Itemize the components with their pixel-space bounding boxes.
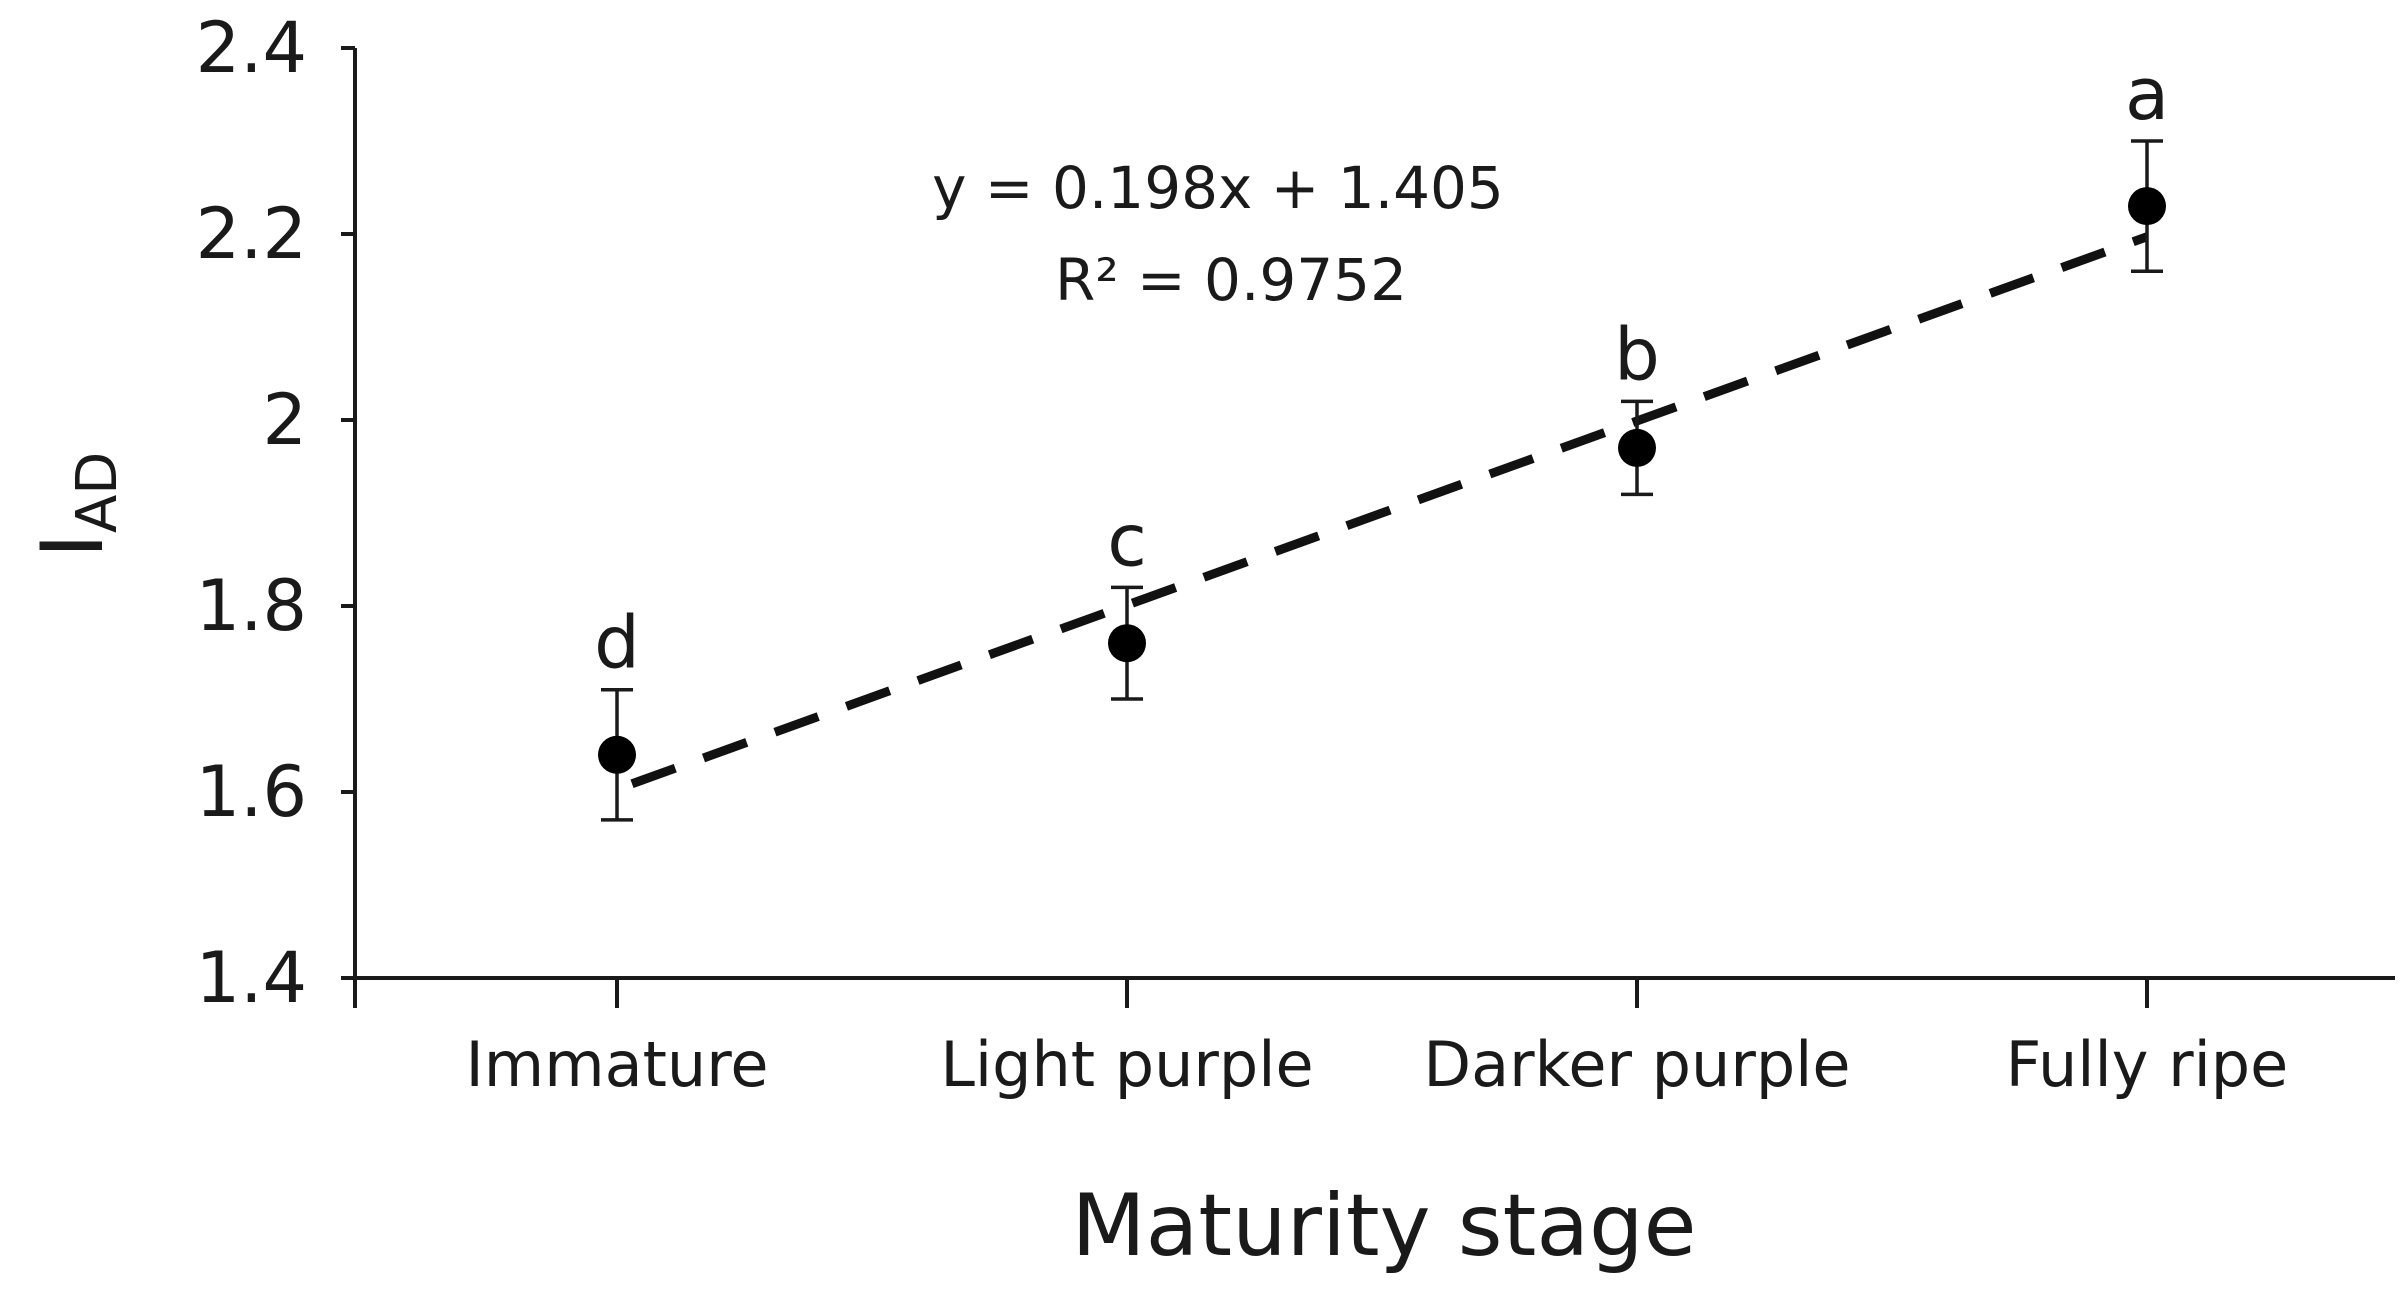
- data-points: [598, 187, 2166, 774]
- significance-letter: b: [1614, 312, 1660, 396]
- y-tick-label: 1.6: [196, 751, 307, 833]
- data-point: [2128, 187, 2166, 226]
- trendline: [630, 232, 2149, 789]
- x-category-label: Darker purple: [1423, 1028, 1850, 1101]
- x-category-label: Immature: [466, 1028, 769, 1101]
- y-tick-label: 2.2: [196, 193, 307, 275]
- data-point: [598, 735, 636, 774]
- error-bars: [601, 139, 2163, 822]
- y-tick-label: 1.8: [196, 565, 307, 647]
- y-ticks: 1.4 1.6 1.8 2 2.2 2.4: [196, 7, 355, 1019]
- data-point: [1618, 428, 1656, 467]
- trendline-r2: R² = 0.9752: [1055, 246, 1407, 314]
- x-axis-title: Maturity stage: [1071, 1176, 1696, 1276]
- significance-letters: d c b a: [594, 52, 2169, 685]
- x-category-label: Light purple: [940, 1028, 1313, 1101]
- significance-letter: a: [2125, 52, 2169, 136]
- x-ticks: Immature Light purple Darker purple Fully r…: [353, 978, 2289, 1101]
- significance-letter: c: [1107, 498, 1147, 582]
- trendline-equation: y = 0.198x + 1.405: [932, 154, 1504, 222]
- y-axis-title-main: I: [23, 533, 123, 558]
- y-tick-label: 1.4: [196, 937, 307, 1019]
- y-tick-label: 2: [262, 379, 307, 461]
- x-category-label: Fully ripe: [2006, 1028, 2289, 1101]
- y-axis-title: IAD: [23, 452, 130, 559]
- y-tick-label: 2.4: [196, 7, 307, 89]
- significance-letter: d: [594, 601, 640, 685]
- data-point: [1108, 624, 1146, 663]
- y-axis-title-sub: AD: [65, 452, 130, 533]
